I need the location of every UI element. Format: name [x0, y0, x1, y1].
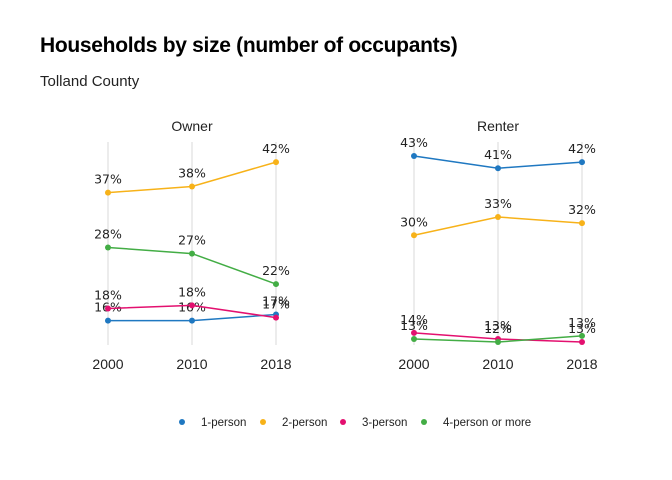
data-point-2-person-2000 [105, 189, 111, 196]
data-point-1-person-2000 [105, 317, 111, 324]
data-label-3-person-2000: 18% [94, 287, 122, 302]
legend-label-1-person: 1-person [201, 417, 246, 429]
x-tick-label-2018: 2018 [260, 356, 291, 372]
x-tick-label-2010: 2010 [482, 356, 513, 372]
data-point-3-person-2018 [579, 339, 585, 345]
data-point-3-person-2000 [105, 305, 111, 312]
x-tick-label-2000: 2000 [398, 356, 429, 372]
data-point-1-person-2018 [579, 159, 585, 166]
data-point-3-person-2010 [189, 302, 195, 309]
data-label-2-person-2018: 42% [262, 141, 290, 156]
data-label-2-person-2000: 37% [94, 172, 122, 187]
data-label-4-person-or-more-2010: 27% [178, 233, 206, 248]
data-label-3-person-2000: 14% [400, 312, 428, 327]
legend-marker-2-person [260, 419, 266, 425]
legend-label-2-person: 2-person [282, 417, 327, 429]
data-label-3-person-2010: 13% [484, 318, 512, 333]
x-tick-label-2000: 2000 [92, 356, 123, 372]
legend-marker-4-person-or-more [421, 419, 427, 425]
data-label-3-person-2018: 17% [262, 297, 290, 312]
data-label-1-person-2010: 41% [484, 147, 512, 162]
x-tick-label-2010: 2010 [176, 356, 207, 372]
legend-marker-1-person [179, 419, 185, 425]
legend-label-3-person: 3-person [362, 417, 407, 429]
data-label-3-person-2018: 13% [568, 321, 596, 336]
data-point-1-person-2010 [495, 165, 501, 172]
facet-title-renter: Renter [477, 118, 519, 134]
facet-title-owner: Owner [171, 118, 213, 134]
chart-title: Households by size (number of occupants) [40, 34, 458, 57]
data-label-4-person-or-more-2018: 22% [262, 263, 290, 278]
data-label-1-person-2018: 42% [568, 141, 596, 156]
data-point-4-person-or-more-2010 [495, 339, 501, 345]
legend: 1-person 2-person 3-person 4-person or more [179, 417, 531, 429]
data-point-2-person-2018 [273, 159, 279, 166]
data-label-2-person-2010: 33% [484, 196, 512, 211]
legend-marker-3-person [340, 419, 346, 425]
data-label-1-person-2000: 43% [400, 135, 428, 150]
legend-label-4-person-or-more: 4-person or more [443, 417, 531, 429]
data-label-4-person-or-more-2000: 28% [94, 226, 122, 241]
data-point-2-person-2000 [411, 232, 417, 239]
data-point-2-person-2018 [579, 220, 585, 227]
data-point-2-person-2010 [189, 183, 195, 190]
data-label-2-person-2010: 38% [178, 165, 206, 180]
data-label-2-person-2000: 30% [400, 214, 428, 229]
data-label-4-person-or-more-2018: 13% [568, 315, 596, 330]
data-label-2-person-2018: 32% [568, 202, 596, 217]
data-point-1-person-2010 [189, 317, 195, 324]
data-label-4-person-or-more-2010: 12% [484, 321, 512, 336]
data-label-3-person-2010: 18% [178, 284, 206, 299]
chart-subtitle: Tolland County [40, 73, 140, 90]
data-point-2-person-2010 [495, 213, 501, 220]
data-point-3-person-2018 [273, 314, 279, 321]
data-point-4-person-or-more-2018 [273, 281, 279, 288]
facet-owner: Owner20002010201816%16%17%37%38%42%18%18… [92, 118, 291, 372]
data-label-1-person-2018: 17% [262, 294, 290, 309]
data-point-1-person-2000 [411, 153, 417, 159]
data-point-4-person-or-more-2010 [189, 250, 195, 257]
x-tick-label-2018: 2018 [566, 356, 597, 372]
data-point-3-person-2000 [411, 329, 417, 336]
data-point-4-person-or-more-2000 [411, 335, 417, 342]
data-point-4-person-or-more-2018 [579, 332, 585, 339]
data-label-4-person-or-more-2000: 13% [400, 318, 428, 333]
data-point-4-person-or-more-2000 [105, 244, 111, 251]
